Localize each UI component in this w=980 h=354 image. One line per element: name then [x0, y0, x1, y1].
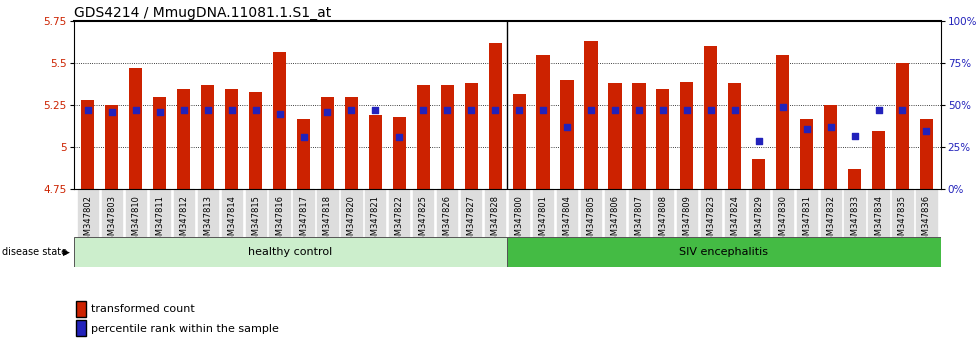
Bar: [536, 55, 550, 189]
Bar: [848, 169, 861, 189]
Point: [152, 109, 168, 115]
Point: [535, 108, 551, 113]
Text: ▶: ▶: [63, 248, 70, 257]
Bar: [824, 105, 837, 189]
Bar: [74, 237, 508, 267]
Point: [631, 108, 647, 113]
Bar: [441, 85, 454, 189]
Point: [80, 108, 96, 113]
Text: percentile rank within the sample: percentile rank within the sample: [91, 324, 279, 333]
Bar: [249, 92, 263, 189]
Point: [751, 138, 766, 143]
Point: [895, 108, 910, 113]
Point: [464, 108, 479, 113]
Bar: [584, 41, 598, 189]
Bar: [513, 93, 525, 189]
Point: [608, 108, 623, 113]
Point: [271, 111, 287, 116]
Point: [703, 108, 718, 113]
Text: healthy control: healthy control: [248, 247, 332, 257]
Bar: [368, 115, 382, 189]
Bar: [153, 97, 167, 189]
Bar: [225, 88, 238, 189]
Bar: [680, 82, 694, 189]
Bar: [705, 46, 717, 189]
Text: GDS4214 / MmugDNA.11081.1.S1_at: GDS4214 / MmugDNA.11081.1.S1_at: [74, 6, 330, 20]
Bar: [81, 100, 94, 189]
Bar: [416, 85, 430, 189]
Bar: [201, 85, 215, 189]
Text: transformed count: transformed count: [91, 304, 195, 314]
Point: [583, 108, 599, 113]
Point: [104, 109, 120, 115]
Point: [823, 124, 839, 130]
Point: [439, 108, 455, 113]
Bar: [657, 88, 669, 189]
Point: [319, 109, 335, 115]
Bar: [465, 84, 478, 189]
Point: [368, 108, 383, 113]
Bar: [752, 159, 765, 189]
Text: SIV encephalitis: SIV encephalitis: [679, 247, 768, 257]
Bar: [896, 63, 909, 189]
Bar: [297, 119, 310, 189]
Bar: [800, 119, 813, 189]
Point: [128, 108, 144, 113]
Point: [512, 108, 527, 113]
Bar: [920, 119, 933, 189]
Point: [870, 108, 886, 113]
Bar: [561, 80, 573, 189]
Point: [560, 124, 575, 130]
Bar: [728, 84, 741, 189]
Bar: [129, 68, 142, 189]
Point: [200, 108, 216, 113]
Point: [223, 108, 239, 113]
Point: [679, 108, 695, 113]
Bar: [273, 51, 286, 189]
Bar: [508, 237, 941, 267]
Point: [655, 108, 670, 113]
Point: [775, 104, 791, 110]
Point: [391, 135, 407, 140]
Point: [175, 108, 191, 113]
Point: [344, 108, 360, 113]
Bar: [872, 131, 885, 189]
Bar: [632, 84, 646, 189]
Bar: [105, 105, 119, 189]
Point: [296, 135, 312, 140]
Point: [487, 108, 503, 113]
Text: disease state: disease state: [2, 247, 67, 257]
Bar: [393, 117, 406, 189]
Bar: [609, 84, 621, 189]
Point: [918, 128, 934, 133]
Point: [416, 108, 431, 113]
Bar: [177, 88, 190, 189]
Bar: [776, 55, 789, 189]
Point: [799, 126, 814, 132]
Point: [727, 108, 743, 113]
Point: [248, 108, 264, 113]
Point: [847, 133, 862, 138]
Bar: [320, 97, 334, 189]
Bar: [345, 97, 358, 189]
Bar: [489, 43, 502, 189]
